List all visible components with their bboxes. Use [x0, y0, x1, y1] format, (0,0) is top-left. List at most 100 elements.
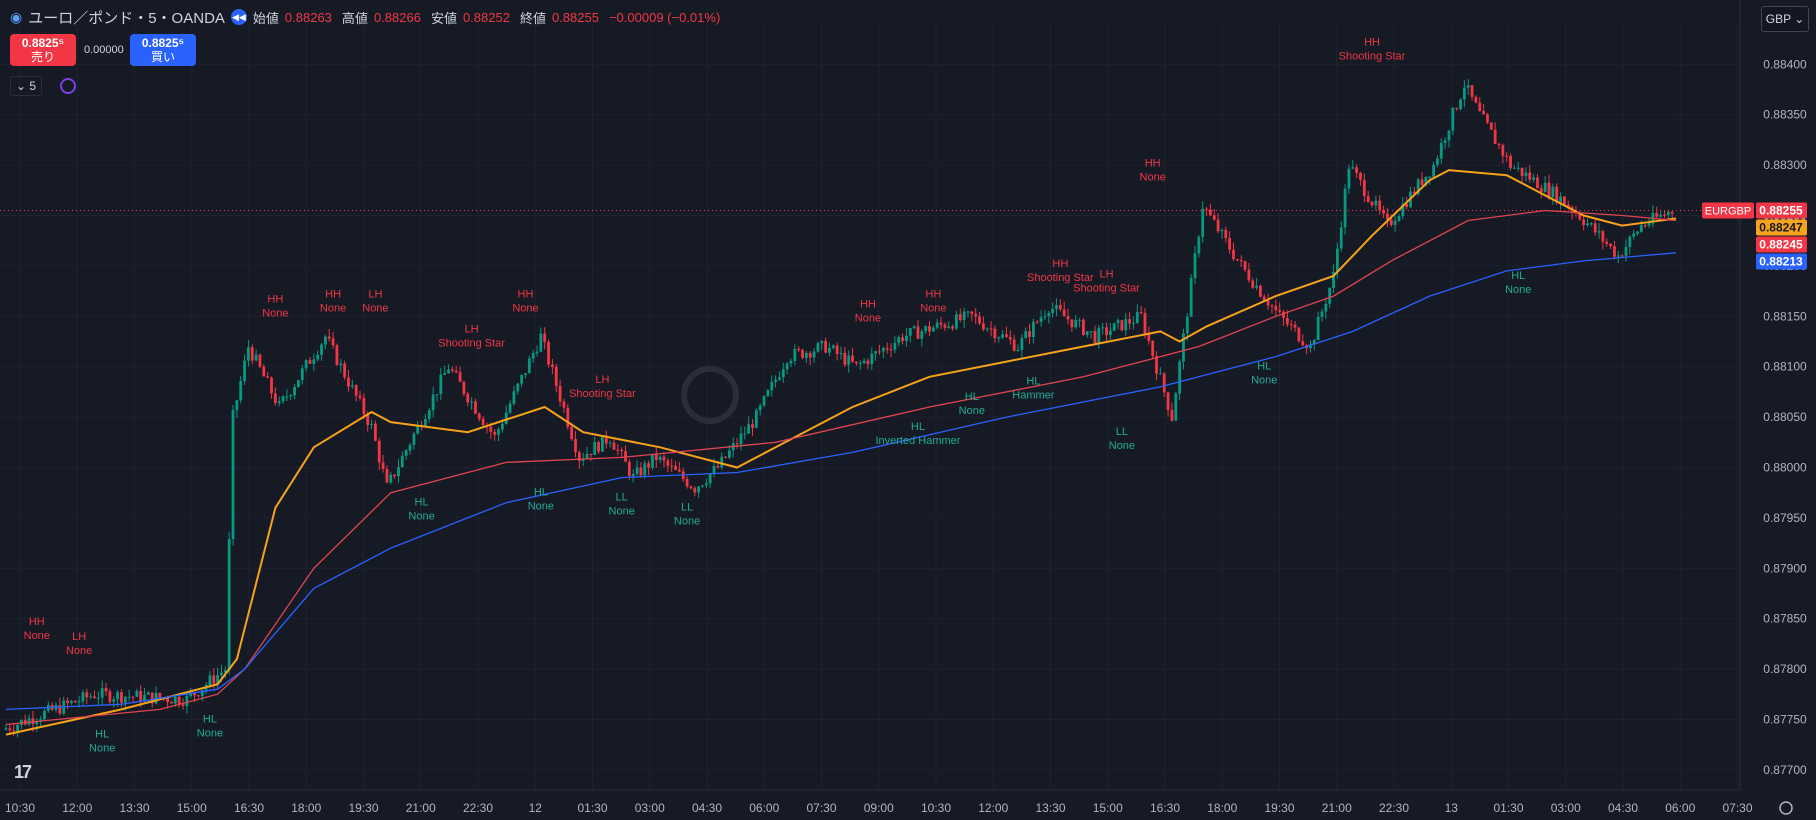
candle-body — [1085, 331, 1089, 335]
candle-body — [1666, 211, 1670, 216]
x-tick-label: 12:00 — [978, 801, 1008, 815]
candle-body — [1636, 231, 1639, 234]
candle-body — [66, 700, 69, 704]
candle-body — [535, 351, 539, 354]
swing-label: LH — [1099, 268, 1113, 280]
x-tick-label: 04:30 — [692, 801, 722, 815]
candle-body — [362, 397, 366, 415]
candle-body — [1343, 188, 1347, 228]
candle-body — [1270, 305, 1274, 307]
candle-body — [1066, 316, 1070, 320]
candle-body — [497, 429, 500, 435]
candle-body — [1089, 331, 1093, 333]
sell-price: 0.8825⁵ — [21, 36, 65, 50]
candle-body — [1239, 260, 1243, 262]
swing-label: HH — [1145, 157, 1161, 169]
candle-body — [1474, 96, 1478, 103]
candle-body — [966, 311, 970, 313]
candle-body — [1412, 191, 1416, 194]
price-badge — [1756, 219, 1807, 236]
candle-body — [1432, 164, 1435, 177]
pattern-label: Hammer — [1012, 390, 1055, 402]
y-tick-label: 0.87800 — [1763, 662, 1807, 676]
candle-body — [343, 363, 347, 378]
candle-body — [135, 690, 139, 697]
candle-body — [1047, 313, 1051, 317]
candle-body — [1232, 249, 1235, 259]
low-value: 0.88252 — [462, 9, 510, 25]
candle-body — [1663, 214, 1666, 216]
candle-body — [1182, 333, 1185, 362]
candle-body — [916, 326, 920, 339]
candle-body — [858, 363, 862, 365]
candle-body — [96, 697, 100, 699]
candle-body — [1051, 309, 1055, 314]
candle-body — [531, 353, 535, 359]
candle-body — [1024, 331, 1028, 339]
candle-body — [589, 453, 593, 456]
candle-body — [1008, 336, 1012, 340]
candle-body — [196, 695, 200, 697]
price-badge — [1756, 253, 1807, 270]
sync-icon[interactable] — [60, 78, 76, 94]
candle-body — [878, 351, 881, 353]
candle-body — [1339, 227, 1343, 249]
candle-body — [200, 689, 204, 697]
candle-body — [481, 418, 485, 426]
currency-selector[interactable]: GBP ⌄ — [1761, 6, 1809, 32]
x-tick-label: 07:30 — [806, 801, 836, 815]
x-tick-label: 19:30 — [348, 801, 378, 815]
pattern-label: None — [24, 630, 50, 642]
candle-body — [354, 385, 358, 396]
pattern-label: None — [197, 727, 223, 739]
candle-body — [516, 383, 520, 392]
candle-body — [1362, 179, 1366, 197]
symbol-title[interactable]: ユーロ／ポンド・5・OANDA — [28, 9, 225, 27]
swing-label: LH — [72, 631, 86, 643]
replay-icon[interactable]: ◀◀ — [230, 9, 247, 25]
settings-icon[interactable] — [1779, 801, 1793, 815]
candle-body — [474, 401, 477, 414]
candle-body — [381, 462, 385, 469]
candle-body — [1439, 142, 1443, 159]
candle-body — [189, 693, 193, 696]
candle-body — [1147, 333, 1151, 341]
candle-body — [1135, 312, 1139, 324]
candle-body — [612, 442, 616, 450]
candle-body — [978, 316, 981, 324]
y-tick-label: 0.87750 — [1763, 712, 1807, 726]
candle-body — [985, 328, 989, 330]
interval-selector[interactable]: ⌄ 5 — [10, 76, 42, 96]
candle-body — [512, 391, 516, 404]
candle-body — [1312, 339, 1316, 345]
candle-body — [208, 675, 212, 686]
swing-label: HH — [860, 298, 876, 310]
candle-body — [1539, 188, 1543, 192]
candle-body — [454, 370, 458, 373]
candle-body — [643, 463, 647, 476]
candle-body — [651, 454, 654, 468]
swing-label: HL — [911, 421, 925, 433]
candle-body — [974, 313, 978, 317]
sell-button[interactable]: 0.8825⁵ 売り — [10, 34, 76, 66]
candle-body — [139, 690, 143, 702]
candle-body — [1616, 255, 1620, 257]
buy-button[interactable]: 0.8825⁵ 買い — [130, 34, 196, 66]
candle-body — [1166, 392, 1170, 411]
high-label: 高値 — [341, 10, 368, 26]
swing-label: HH — [325, 288, 341, 300]
candle-body — [300, 368, 304, 380]
candle-body — [1466, 85, 1470, 88]
candle-body — [308, 360, 312, 364]
candle-body — [1282, 311, 1285, 318]
candle-body — [677, 469, 681, 472]
candle-body — [1655, 212, 1659, 217]
candle-body — [1324, 303, 1328, 312]
candle-body — [1547, 182, 1551, 198]
candle-body — [743, 433, 747, 435]
candle-body — [1228, 237, 1232, 250]
swing-label: HL — [203, 713, 217, 725]
candle-body — [431, 394, 435, 411]
candle-body — [1536, 177, 1539, 189]
